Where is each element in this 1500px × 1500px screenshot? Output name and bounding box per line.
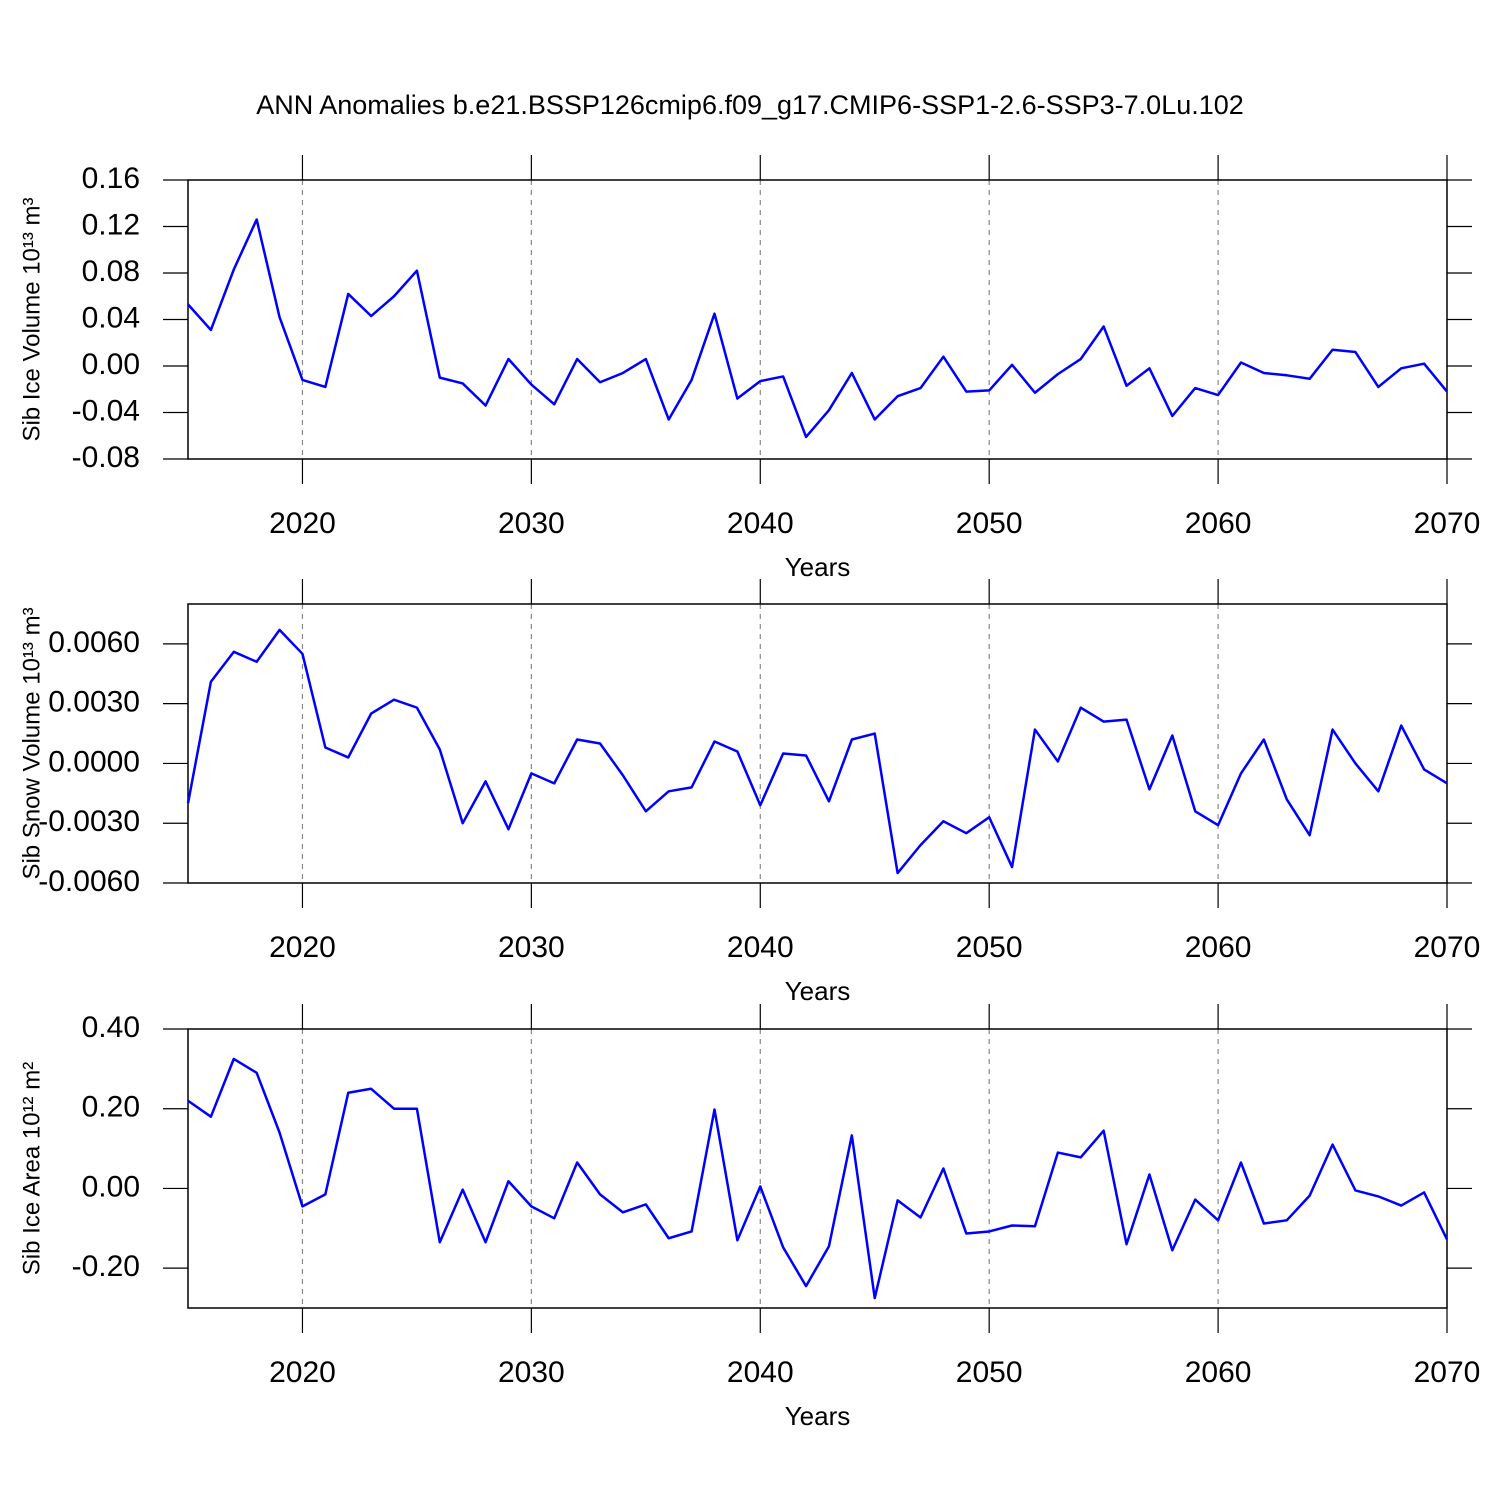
x-tick-label: 2060 xyxy=(1185,931,1252,964)
y-tick-label: 0.08 xyxy=(82,255,140,288)
x-tick-label: 2030 xyxy=(498,507,565,540)
data-line xyxy=(187,1057,1449,1300)
y-tick-label: 0.0060 xyxy=(48,626,140,659)
x-tick-label: 2070 xyxy=(1414,931,1481,964)
x-tick-label: 2040 xyxy=(727,507,794,540)
y-tick-label: 0.40 xyxy=(82,1011,140,1044)
y-axis-label: Sib Snow Volume 10¹³ m³ xyxy=(18,607,45,879)
y-tick-label: 0.00 xyxy=(82,1170,140,1203)
panel: 2020 2030 2040 2050 2060 2070 0.40 0.20 0.00 -0.2… xyxy=(18,1004,1480,1431)
y-tick-label: -0.20 xyxy=(72,1250,140,1283)
y-tick-label: -0.0060 xyxy=(38,865,140,898)
x-tick-label: 2020 xyxy=(269,507,336,540)
y-tick-label: 0.20 xyxy=(82,1091,140,1124)
plot-frame xyxy=(187,179,1448,460)
x-tick-label: 2070 xyxy=(1414,507,1481,540)
x-tick-label: 2040 xyxy=(727,931,794,964)
plot-frame xyxy=(187,603,1448,884)
y-axis-label: Sib Ice Volume 10¹³ m³ xyxy=(18,197,45,441)
x-axis-label: Years xyxy=(785,1401,851,1431)
panel: 2020 2030 2040 2050 2060 2070 0.0060 0.0030 0.00… xyxy=(18,579,1480,1006)
panel: 2020 2030 2040 2050 2060 2070 0.16 0.12 0.08 0.04… xyxy=(18,155,1480,582)
x-tick-label: 2030 xyxy=(498,1356,565,1389)
plot-frame xyxy=(187,1028,1448,1309)
y-tick-label: 0.16 xyxy=(82,162,140,195)
x-tick-label: 2050 xyxy=(956,507,1023,540)
x-tick-label: 2040 xyxy=(727,1356,794,1389)
y-tick-label: -0.08 xyxy=(72,441,140,474)
y-axis-label: Sib Ice Area 10¹² m² xyxy=(18,1062,45,1275)
y-tick-label: -0.0030 xyxy=(38,805,140,838)
y-tick-label: 0.0030 xyxy=(48,686,140,719)
x-tick-label: 2050 xyxy=(956,931,1023,964)
x-axis-label: Years xyxy=(785,976,851,1006)
x-tick-label: 2020 xyxy=(269,1356,336,1389)
figure-title: ANN Anomalies b.e21.BSSP126cmip6.f09_g17… xyxy=(256,90,1244,120)
x-tick-label: 2060 xyxy=(1185,1356,1252,1389)
x-tick-label: 2070 xyxy=(1414,1356,1481,1389)
data-line xyxy=(187,218,1448,439)
x-tick-label: 2020 xyxy=(269,931,336,964)
data-line xyxy=(186,628,1448,875)
x-axis-label: Years xyxy=(785,552,851,582)
x-tick-label: 2060 xyxy=(1185,507,1252,540)
x-tick-label: 2030 xyxy=(498,931,565,964)
y-tick-label: -0.04 xyxy=(72,394,140,427)
x-tick-label: 2050 xyxy=(956,1356,1023,1389)
y-tick-label: 0.04 xyxy=(82,301,140,334)
y-tick-label: 0.00 xyxy=(82,348,140,381)
y-tick-label: 0.0000 xyxy=(48,745,140,778)
y-tick-label: 0.12 xyxy=(82,208,140,241)
